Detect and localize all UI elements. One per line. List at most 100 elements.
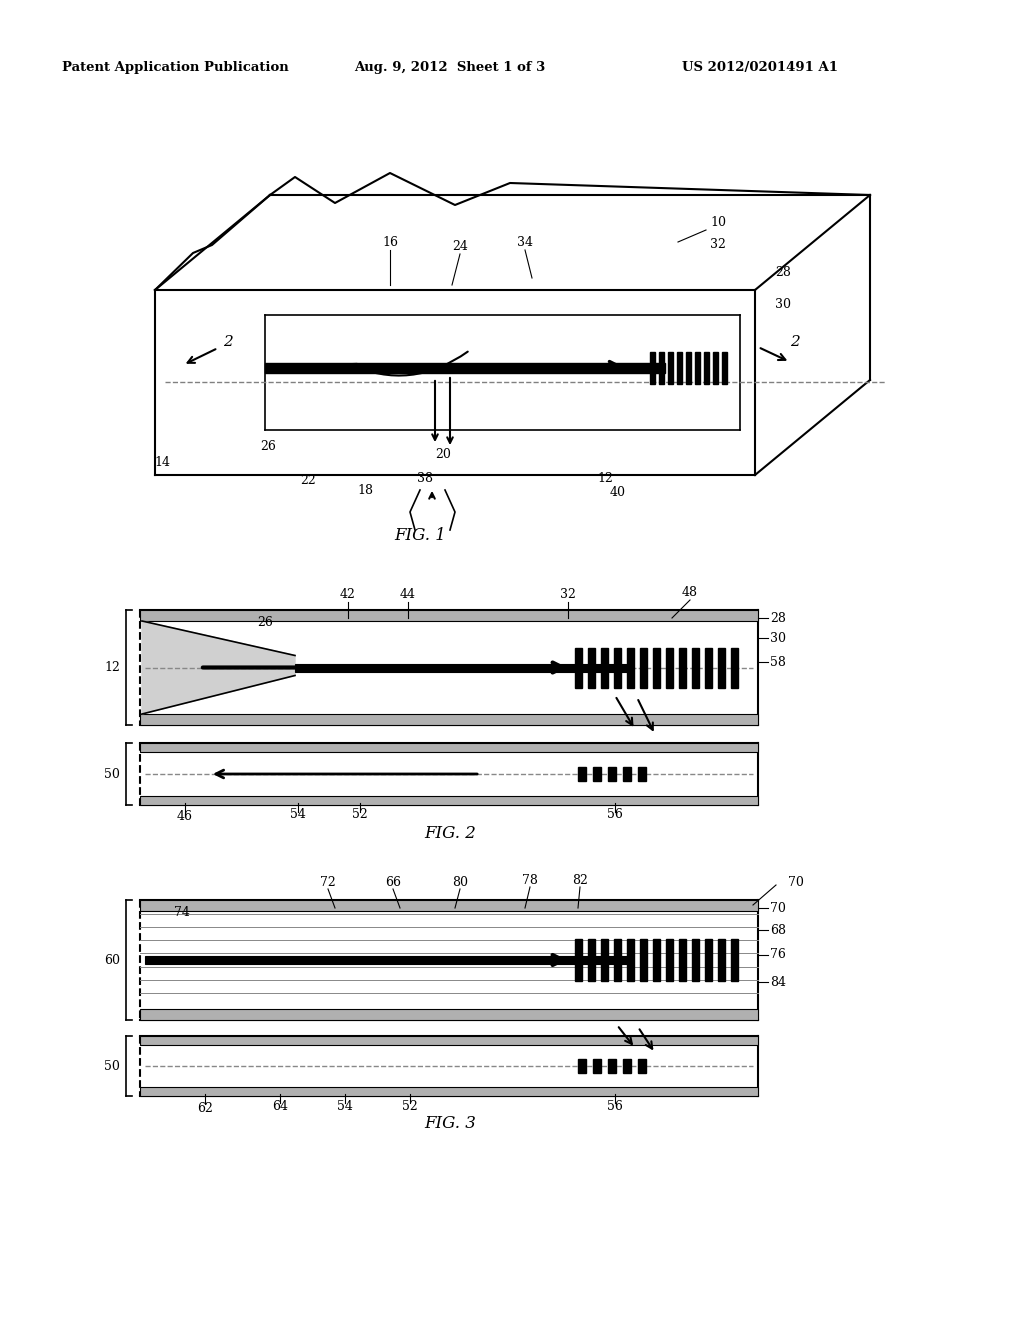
Bar [659,352,664,384]
Bar [601,939,608,981]
Bar [608,1059,616,1073]
Text: 54: 54 [337,1100,353,1113]
Bar [705,939,712,981]
Bar [679,939,686,981]
Text: 72: 72 [321,875,336,888]
Bar [718,939,725,981]
Bar [627,939,634,981]
Text: 70: 70 [770,902,785,915]
Text: 20: 20 [435,449,451,462]
Bar [140,1008,758,1020]
Bar [713,352,718,384]
Bar [718,648,725,688]
Text: 28: 28 [775,265,791,279]
Text: 50: 50 [104,1060,120,1072]
Bar [588,648,595,688]
Text: 28: 28 [770,611,785,624]
Text: 66: 66 [385,875,401,888]
Text: 48: 48 [682,586,698,599]
Text: 2: 2 [223,335,232,348]
Bar [140,1086,758,1096]
Text: 56: 56 [607,1100,623,1113]
Bar [140,1036,758,1045]
Bar [731,648,738,688]
Text: 60: 60 [104,953,120,966]
Text: 80: 80 [452,875,468,888]
Bar [145,956,628,964]
Bar [623,1059,631,1073]
Text: FIG. 3: FIG. 3 [424,1115,476,1133]
Text: 54: 54 [290,808,306,821]
Text: 52: 52 [352,808,368,821]
Text: 12: 12 [597,471,613,484]
Bar [265,363,665,374]
Bar [623,767,631,781]
Bar [614,939,621,981]
Bar [140,900,758,911]
Text: 64: 64 [272,1100,288,1113]
Text: 74: 74 [174,906,189,919]
Text: 62: 62 [197,1101,213,1114]
Text: 50: 50 [104,767,120,780]
Text: 68: 68 [770,924,786,936]
Polygon shape [142,620,295,714]
Text: FIG. 2: FIG. 2 [424,825,476,842]
Bar [640,648,647,688]
Bar [578,767,586,781]
Text: 38: 38 [417,471,433,484]
Text: 52: 52 [402,1100,418,1113]
Bar [575,648,582,688]
Bar [679,648,686,688]
Text: 10: 10 [710,215,726,228]
Bar [640,939,647,981]
Text: 2: 2 [791,335,800,348]
Text: US 2012/0201491 A1: US 2012/0201491 A1 [682,62,838,74]
Bar [614,648,621,688]
Text: 44: 44 [400,589,416,602]
Bar [668,352,673,384]
Text: 42: 42 [340,589,356,602]
Text: 14: 14 [154,457,170,470]
Text: 82: 82 [572,874,588,887]
Bar [593,1059,601,1073]
Text: 58: 58 [770,656,785,668]
Bar [601,648,608,688]
Text: 12: 12 [104,661,120,675]
Bar [140,743,758,752]
Bar [705,648,712,688]
Bar [677,352,682,384]
Bar [650,352,655,384]
Bar [140,796,758,805]
Bar [578,1059,586,1073]
Text: Patent Application Publication: Patent Application Publication [61,62,289,74]
Bar [731,939,738,981]
Bar [575,939,582,981]
Text: 40: 40 [610,486,626,499]
Text: 30: 30 [770,631,786,644]
Text: 18: 18 [357,483,373,496]
Text: 32: 32 [560,589,575,602]
Text: 32: 32 [710,239,726,252]
Bar [666,939,673,981]
Bar [638,767,646,781]
Text: 56: 56 [607,808,623,821]
Bar [653,939,660,981]
Bar [695,352,700,384]
Text: 34: 34 [517,235,534,248]
Bar [686,352,691,384]
Bar [705,352,709,384]
Text: 24: 24 [452,240,468,253]
Bar [588,939,595,981]
Bar [140,714,758,725]
Bar [653,648,660,688]
Text: 26: 26 [260,441,275,454]
Bar [608,767,616,781]
Text: 46: 46 [177,810,193,824]
Bar [722,352,727,384]
Bar [627,648,634,688]
Text: 22: 22 [300,474,315,487]
Bar [638,1059,646,1073]
Bar [295,664,628,672]
Bar [593,767,601,781]
Text: 26: 26 [257,615,273,628]
